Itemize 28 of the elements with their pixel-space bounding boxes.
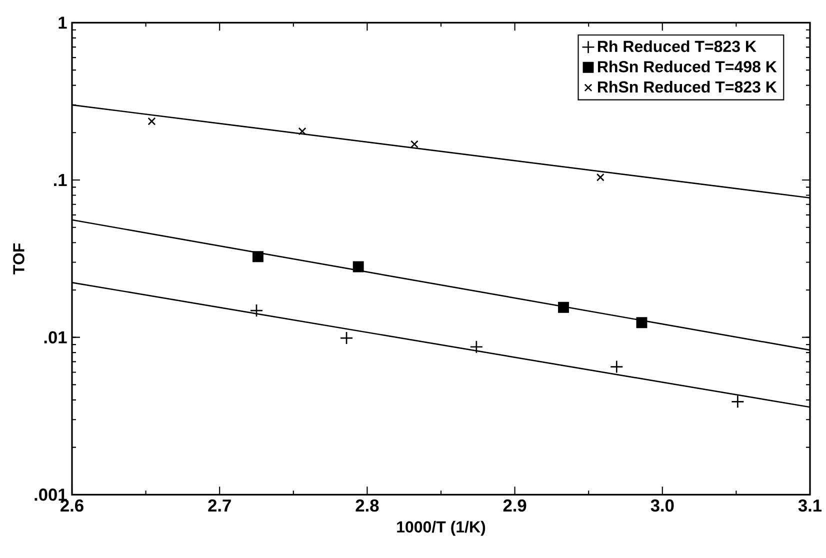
x-tick-label: 2.7 xyxy=(208,499,231,512)
point xyxy=(636,317,648,328)
legend-label: RhSn Reduced T=498 K xyxy=(598,60,777,72)
point xyxy=(470,340,484,354)
point xyxy=(596,173,604,182)
point xyxy=(558,302,569,313)
x-tick-label: 3.0 xyxy=(650,499,674,512)
y-tick-label: .01 xyxy=(44,331,67,344)
x-tick-label: 3.1 xyxy=(798,499,822,512)
y-tick-label: .1 xyxy=(54,174,67,186)
x-axis-title: 1000/T (1/K) xyxy=(397,520,486,536)
legend-label: Rh Reduced T=823 K xyxy=(598,40,756,52)
legend-label: RhSn Reduced T=823 K xyxy=(598,80,777,93)
y-axis-title: TOF xyxy=(13,243,24,274)
point xyxy=(352,261,364,272)
y-tick-label: .001 xyxy=(34,488,67,501)
point xyxy=(731,395,744,408)
x-tick-label: 2.9 xyxy=(503,499,526,512)
point xyxy=(340,331,354,345)
point xyxy=(148,117,156,126)
x-tick-label: 2.6 xyxy=(60,499,84,512)
y-tick-label: 1 xyxy=(58,16,67,29)
point xyxy=(410,140,418,148)
point xyxy=(610,360,624,374)
x-tick-label: 2.8 xyxy=(356,499,379,512)
point xyxy=(252,251,264,262)
point xyxy=(298,127,306,136)
point xyxy=(250,304,264,318)
